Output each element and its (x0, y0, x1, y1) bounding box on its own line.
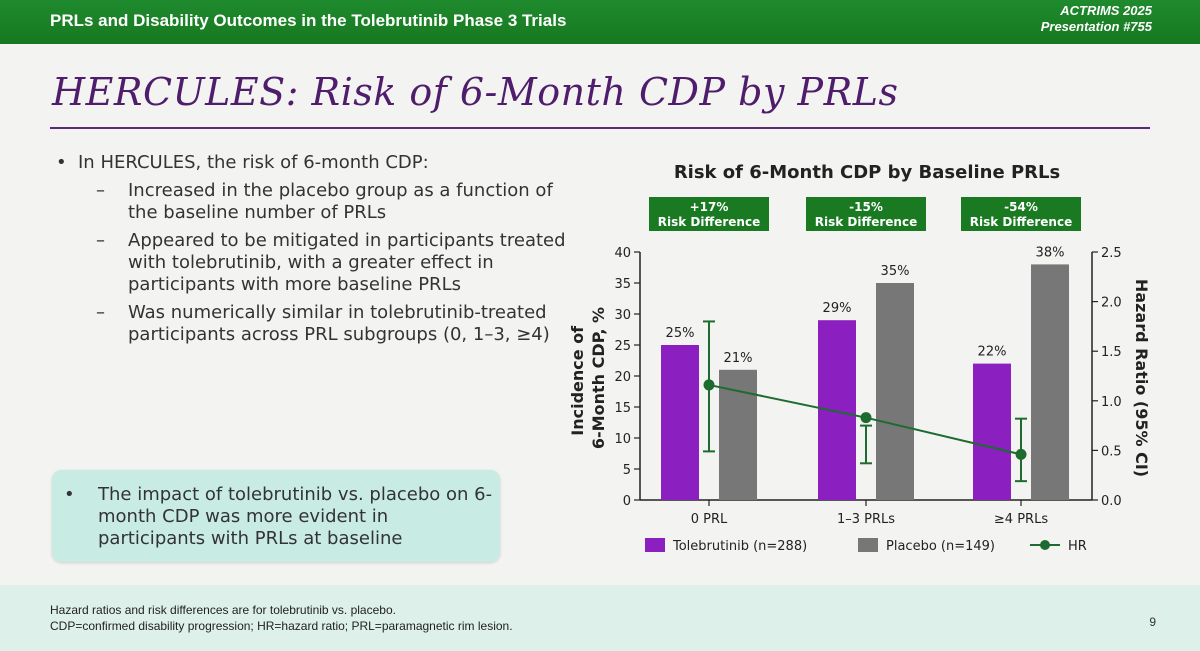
x-axis: 0 PRL 1–3 PRLs ≥4 PRLs (640, 499, 1092, 527)
placebo-bar (876, 283, 914, 500)
y-tick-label: 5 (623, 463, 631, 478)
presentation-number: Presentation #755 (1040, 19, 1152, 34)
risk-difference-value: -15% (849, 200, 883, 214)
risk-difference-label: Risk Difference (658, 215, 760, 229)
slide-header: PRLs and Disability Outcomes in the Tole… (0, 0, 1200, 44)
y2-tick-label: 2.0 (1101, 296, 1122, 311)
key-takeaway-text: The impact of tolebrutinib vs. placebo o… (98, 484, 493, 549)
risk-difference-badge-bg (806, 197, 926, 231)
placebo-bar (719, 369, 757, 500)
y-tick-label: 15 (614, 401, 631, 416)
risk-difference-value: +17% (690, 200, 729, 214)
sub-bullet-1: Increased in the placebo group as a func… (52, 180, 572, 224)
slide-footer: Hazard ratios and risk differences are f… (0, 585, 1200, 651)
bar-value-label: 38% (1036, 245, 1065, 260)
y2-tick-label: 1.5 (1101, 345, 1122, 360)
risk-difference-badge: +17%Risk Difference (649, 197, 769, 231)
legend-swatch-placebo (858, 538, 878, 552)
legend-label-tolebrutinib: Tolebrutinib (n=288) (672, 539, 807, 554)
x-tick-label: 1–3 PRLs (837, 512, 895, 527)
tolebrutinib-bar (818, 320, 856, 500)
sub-bullet-3: Was numerically similar in tolebrutinib-… (52, 302, 572, 346)
risk-difference-label: Risk Difference (970, 215, 1072, 229)
hazard-ratio-series (703, 320, 1027, 483)
conference-info: ACTRIMS 2025 Presentation #755 (1041, 3, 1152, 35)
y2-axis-title: Hazard Ratio (95% CI) (1132, 279, 1151, 477)
x-tick-label: ≥4 PRLs (994, 512, 1048, 527)
bar-value-label: 25% (666, 326, 695, 341)
y-axis-left: 0 5 10 15 20 25 30 35 40 (614, 246, 641, 509)
y-tick-label: 0 (623, 494, 631, 509)
title-divider (50, 127, 1150, 129)
y2-tick-label: 1.0 (1101, 395, 1122, 410)
slide-title: HERCULES: Risk of 6-Month CDP by PRLs (52, 70, 899, 114)
bar-series: 25% 29% 22% 21% 35% 38% (661, 245, 1069, 500)
tolebrutinib-bar (661, 345, 699, 500)
y-axis-title-line-2: 6-Month CDP, % (589, 307, 608, 449)
risk-difference-badge: -15%Risk Difference (806, 197, 926, 231)
sub-bullet-2: Appeared to be mitigated in participants… (52, 230, 572, 296)
y2-tick-label: 2.5 (1101, 246, 1122, 261)
footnote-line-2: CDP=confirmed disability progression; HR… (50, 619, 513, 633)
legend-label-hr: HR (1068, 539, 1087, 554)
legend-label-placebo: Placebo (n=149) (886, 539, 995, 554)
header-title: PRLs and Disability Outcomes in the Tole… (50, 11, 567, 30)
page-number: 9 (1149, 615, 1156, 629)
callout-bullet-marker: • (64, 484, 75, 505)
x-tick-label: 0 PRL (691, 512, 728, 527)
y-axis-title: Incidence of 6-Month CDP, % (568, 307, 608, 449)
bar-value-label: 35% (881, 264, 910, 279)
y-tick-label: 10 (614, 432, 631, 447)
legend-swatch-hr-point (1040, 540, 1050, 550)
y-axis-title-line-1: Incidence of (568, 325, 587, 436)
chart-legend: Tolebrutinib (n=288) Placebo (n=149) HR (645, 538, 1087, 554)
risk-difference-badge-bg (961, 197, 1081, 231)
chart-title: Risk of 6-Month CDP by Baseline PRLs (674, 162, 1060, 183)
bar-value-label: 22% (978, 345, 1007, 360)
key-takeaway-box: • The impact of tolebrutinib vs. placebo… (52, 470, 500, 562)
risk-difference-badges: +17%Risk Difference-15%Risk Difference-5… (649, 197, 1081, 231)
y-tick-label: 30 (614, 308, 631, 323)
placebo-bar (1031, 264, 1069, 500)
risk-difference-label: Risk Difference (815, 215, 917, 229)
bullet-list: In HERCULES, the risk of 6-month CDP: In… (52, 152, 572, 352)
hr-point (1015, 448, 1027, 460)
hr-point (860, 412, 872, 424)
y2-tick-label: 0.5 (1101, 444, 1122, 459)
conference-name: ACTRIMS 2025 (1060, 3, 1152, 18)
risk-difference-badge-bg (649, 197, 769, 231)
footnote-line-1: Hazard ratios and risk differences are f… (50, 603, 396, 617)
bar-value-label: 21% (724, 351, 753, 366)
y-tick-label: 25 (614, 339, 631, 354)
cdp-chart: Risk of 6-Month CDP by Baseline PRLs +17… (568, 162, 1151, 554)
bullet-intro: In HERCULES, the risk of 6-month CDP: (52, 152, 572, 174)
risk-difference-badge: -54%Risk Difference (961, 197, 1081, 231)
bar-value-label: 29% (823, 301, 852, 316)
y-tick-label: 20 (614, 370, 631, 385)
risk-difference-value: -54% (1004, 200, 1038, 214)
y-tick-label: 40 (614, 246, 631, 261)
legend-swatch-tolebrutinib (645, 538, 665, 552)
y2-tick-label: 0.0 (1101, 494, 1122, 509)
tolebrutinib-bar (973, 363, 1011, 500)
hr-point (703, 379, 715, 391)
y-axis-right: 0.0 0.5 1.0 1.5 2.0 2.5 (1091, 246, 1122, 509)
y-tick-label: 35 (614, 277, 631, 292)
